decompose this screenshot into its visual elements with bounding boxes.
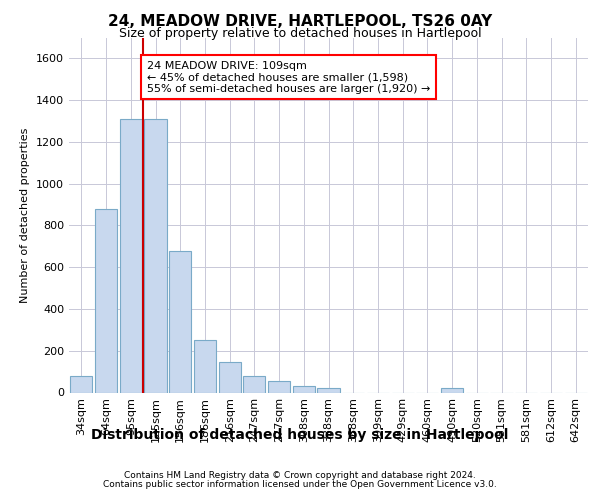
Text: 24, MEADOW DRIVE, HARTLEPOOL, TS26 0AY: 24, MEADOW DRIVE, HARTLEPOOL, TS26 0AY — [108, 14, 492, 29]
Bar — [243, 376, 265, 392]
Bar — [194, 340, 216, 392]
Text: Contains HM Land Registry data © Crown copyright and database right 2024.: Contains HM Land Registry data © Crown c… — [124, 471, 476, 480]
Text: Distribution of detached houses by size in Hartlepool: Distribution of detached houses by size … — [91, 428, 509, 442]
Bar — [268, 381, 290, 392]
Text: 24 MEADOW DRIVE: 109sqm
← 45% of detached houses are smaller (1,598)
55% of semi: 24 MEADOW DRIVE: 109sqm ← 45% of detache… — [147, 60, 430, 94]
Bar — [119, 119, 142, 392]
Bar — [145, 119, 167, 392]
Bar — [95, 208, 117, 392]
Bar — [218, 362, 241, 392]
Text: Size of property relative to detached houses in Hartlepool: Size of property relative to detached ho… — [119, 28, 481, 40]
Bar — [441, 388, 463, 392]
Bar — [169, 250, 191, 392]
Bar — [317, 388, 340, 392]
Bar — [70, 376, 92, 392]
Y-axis label: Number of detached properties: Number of detached properties — [20, 128, 31, 302]
Text: Contains public sector information licensed under the Open Government Licence v3: Contains public sector information licen… — [103, 480, 497, 489]
Bar — [293, 386, 315, 392]
